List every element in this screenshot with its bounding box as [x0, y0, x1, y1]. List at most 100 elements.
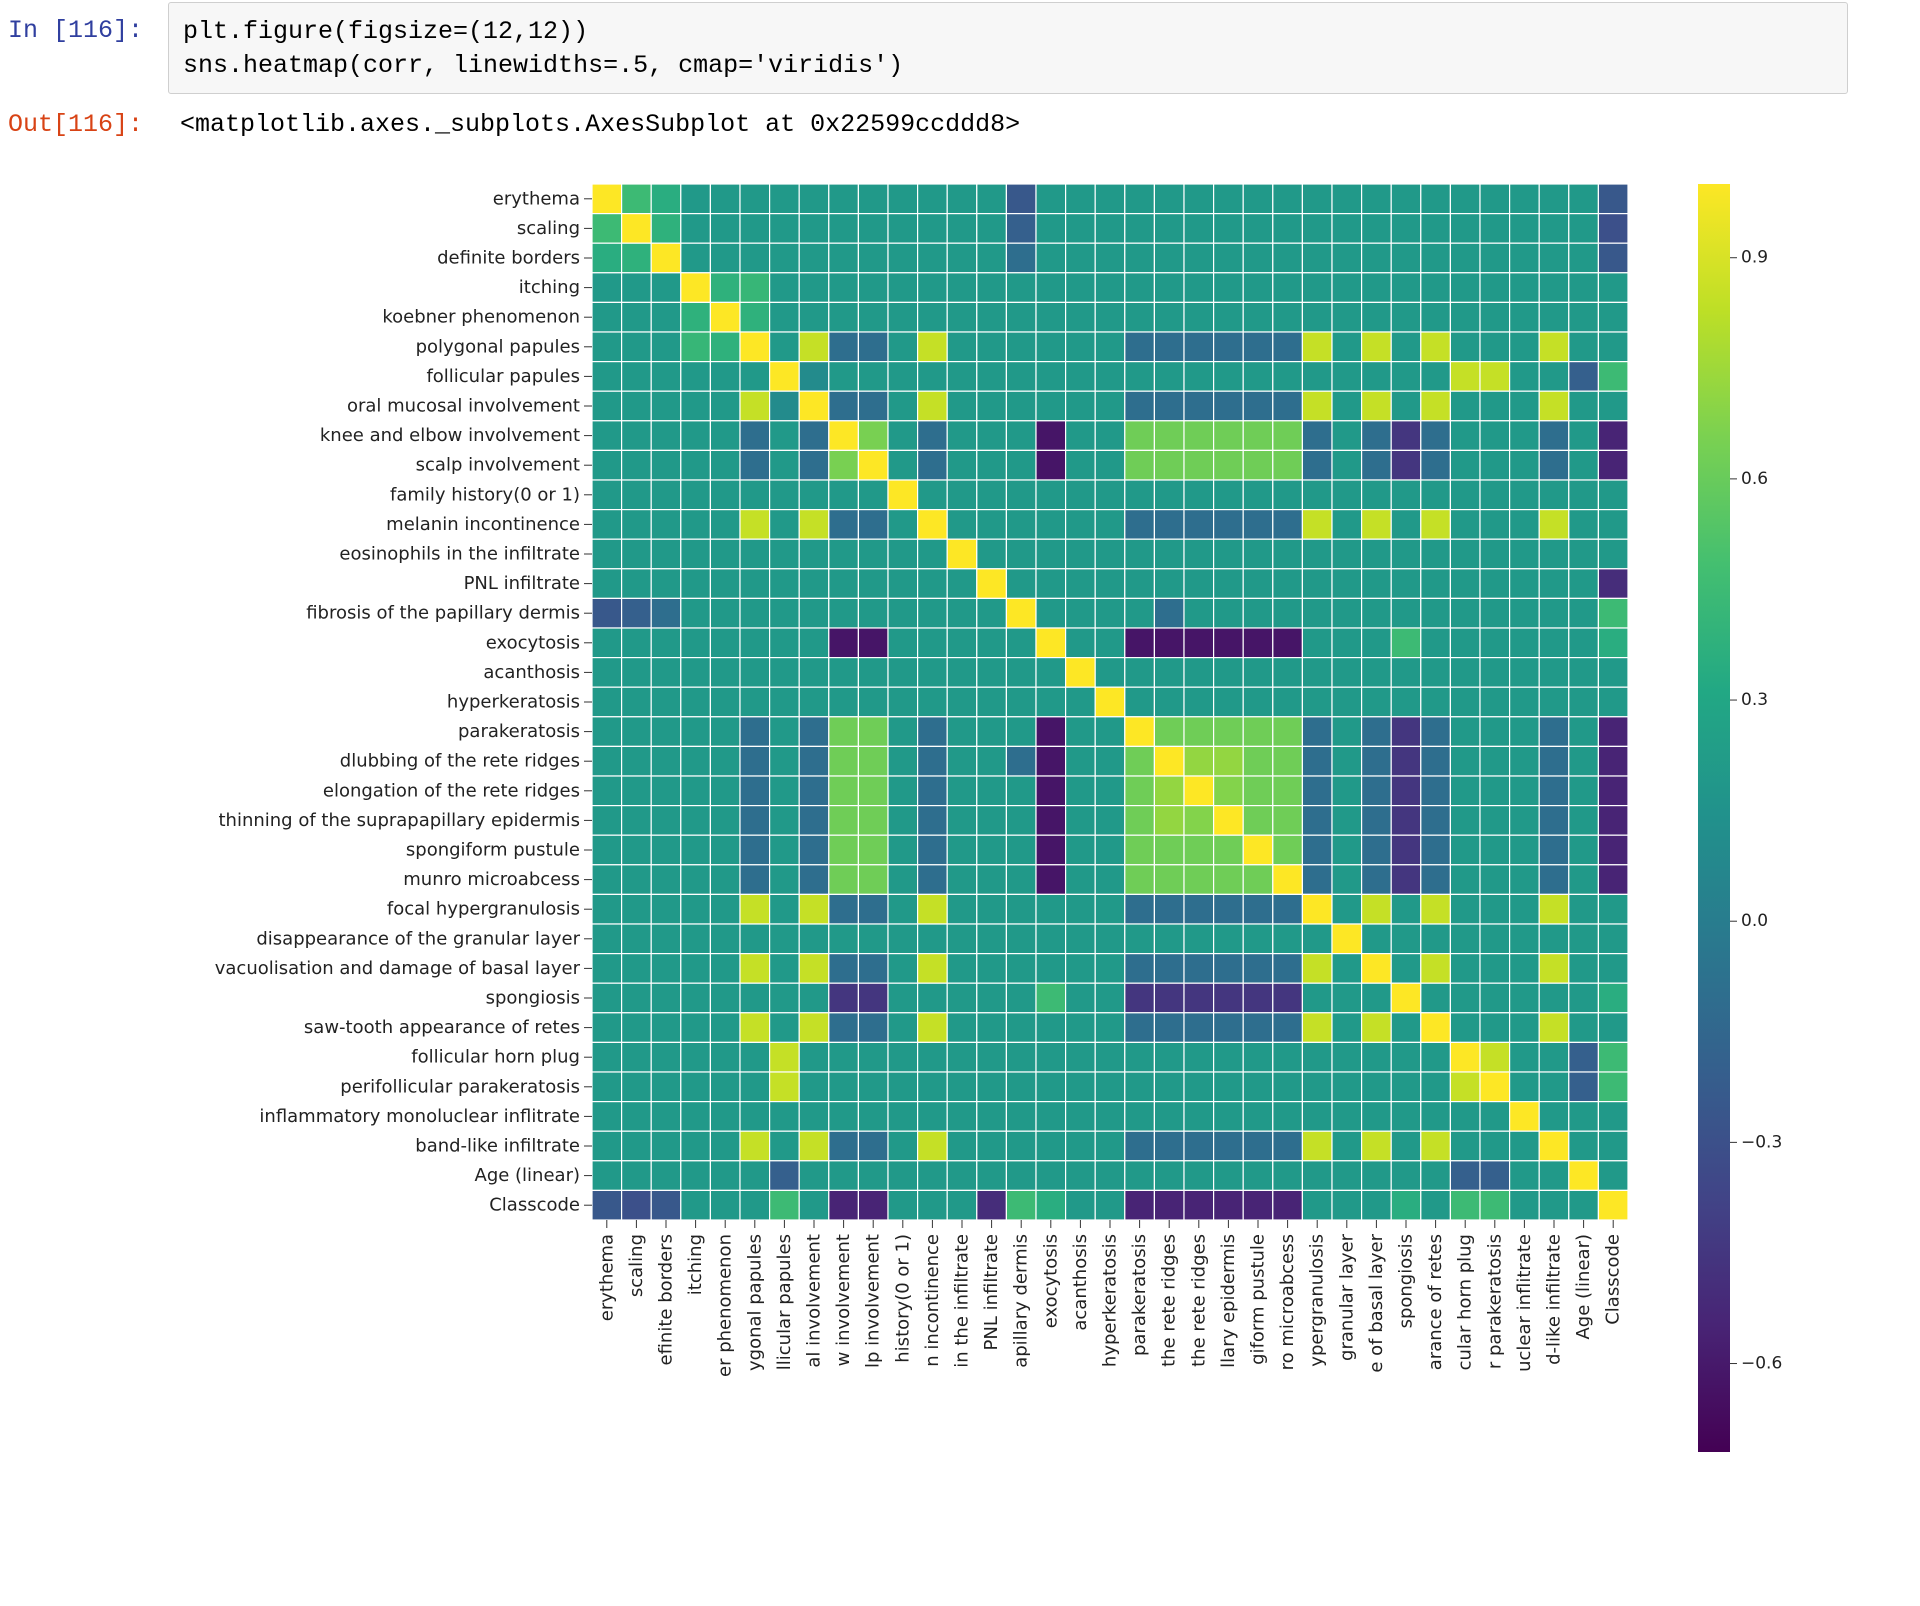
heatmap-cell	[946, 982, 978, 1014]
heatmap-cell	[1390, 745, 1422, 777]
heatmap-cell	[1597, 1160, 1629, 1192]
heatmap-cell	[916, 804, 948, 836]
heatmap-cell	[1153, 509, 1185, 540]
x-tick-label: arance of retes	[1425, 1234, 1446, 1370]
heatmap-cell	[1360, 449, 1392, 481]
heatmap-cell	[857, 923, 889, 955]
heatmap-cell	[1390, 420, 1422, 451]
heatmap-cell	[768, 982, 800, 1014]
heatmap-cell	[680, 509, 711, 540]
heatmap-cell	[1390, 775, 1422, 807]
heatmap-cell	[798, 420, 830, 451]
heatmap-cell	[976, 242, 1007, 274]
heatmap-cell	[739, 745, 771, 777]
heatmap-cell	[916, 272, 948, 303]
heatmap-cell	[1064, 952, 1096, 984]
heatmap-cell	[798, 331, 830, 363]
heatmap-cell	[887, 1041, 919, 1073]
heatmap-cell	[857, 213, 889, 244]
heatmap-cell	[1449, 213, 1481, 244]
heatmap-cell	[591, 213, 623, 244]
heatmap-cell	[1508, 775, 1540, 807]
heatmap-cell	[1242, 331, 1274, 363]
heatmap-cell	[1508, 1130, 1540, 1162]
x-tick-label: itching	[685, 1234, 706, 1295]
heatmap-cell	[591, 775, 623, 807]
heatmap-cell	[1064, 1100, 1096, 1132]
heatmap-cell	[1479, 1071, 1511, 1103]
heatmap-cell	[1272, 745, 1304, 777]
heatmap-cell	[650, 420, 682, 451]
y-tick-label: thinning of the suprapapillary epidermis	[218, 810, 580, 831]
heatmap-cell	[739, 864, 771, 895]
heatmap-cell	[857, 183, 889, 215]
heatmap-cell	[828, 775, 859, 807]
heatmap-cell	[857, 242, 889, 274]
heatmap-cell	[1005, 982, 1037, 1014]
heatmap-cell	[1272, 775, 1304, 807]
heatmap-cell	[1064, 420, 1096, 451]
heatmap-cell	[1479, 923, 1511, 955]
heatmap-cell	[1420, 1100, 1452, 1132]
heatmap-cell	[1064, 361, 1096, 392]
heatmap-cell	[739, 1189, 771, 1221]
heatmap-cell	[1183, 331, 1215, 363]
heatmap-cell	[739, 1160, 771, 1192]
heatmap-cell	[1360, 597, 1392, 629]
heatmap-cell	[709, 301, 741, 333]
heatmap-cell	[1420, 479, 1452, 511]
heatmap-cell	[1538, 1160, 1570, 1192]
heatmap-cell	[1538, 479, 1570, 511]
heatmap-cell	[1301, 1130, 1333, 1162]
heatmap-cell	[1153, 1130, 1185, 1162]
heatmap-cell	[828, 509, 859, 540]
heatmap-cell	[946, 745, 978, 777]
heatmap-cell	[916, 745, 948, 777]
heatmap-cell	[1597, 361, 1629, 392]
heatmap-cell	[1242, 390, 1274, 422]
heatmap-cell	[887, 775, 919, 807]
heatmap-cell	[1420, 1041, 1452, 1073]
heatmap-cell	[1568, 834, 1600, 866]
heatmap-cell	[1301, 597, 1333, 629]
heatmap-cell	[1064, 301, 1096, 333]
heatmap-cell	[1064, 390, 1096, 422]
heatmap-cell	[620, 242, 652, 274]
heatmap-cell	[828, 420, 859, 451]
heatmap-cell	[1508, 1100, 1540, 1132]
heatmap-cell	[1124, 1041, 1156, 1073]
heatmap-cell	[1508, 1189, 1540, 1221]
heatmap-cell	[1183, 982, 1215, 1014]
heatmap-cell	[1479, 301, 1511, 333]
heatmap-cell	[650, 834, 682, 866]
code-cell[interactable]: plt.figure(figsize=(12,12)) sns.heatmap(…	[168, 2, 1848, 94]
y-tick-label: parakeratosis	[458, 721, 580, 742]
heatmap-cell	[1597, 656, 1629, 688]
heatmap-cell	[828, 301, 859, 333]
heatmap-cell	[857, 1189, 889, 1221]
heatmap-cell	[1272, 716, 1304, 747]
heatmap-cell	[798, 656, 830, 688]
heatmap-cell	[1390, 834, 1422, 866]
heatmap-cell	[1331, 775, 1363, 807]
heatmap-cell	[1272, 1100, 1304, 1132]
heatmap-cell	[1538, 509, 1570, 540]
heatmap-cell	[916, 301, 948, 333]
heatmap-cell	[1479, 1160, 1511, 1192]
heatmap-cell	[709, 361, 741, 392]
heatmap-cell	[1212, 213, 1244, 244]
heatmap-cell	[1005, 893, 1037, 925]
heatmap-cell	[1301, 893, 1333, 925]
x-tick-labels: erythema scaling efinite borders itching er …	[596, 1220, 1624, 1377]
heatmap-cell	[1568, 775, 1600, 807]
heatmap-cell	[946, 952, 978, 984]
heatmap-cell	[1479, 952, 1511, 984]
heatmap-cell	[591, 361, 623, 392]
heatmap-cell	[1597, 449, 1629, 481]
heatmap-cell	[1508, 864, 1540, 895]
heatmap-cell	[887, 390, 919, 422]
heatmap-cell	[650, 864, 682, 895]
heatmap-cell	[1183, 1012, 1215, 1043]
heatmap-cell	[1538, 1130, 1570, 1162]
heatmap-cell	[828, 1071, 859, 1103]
